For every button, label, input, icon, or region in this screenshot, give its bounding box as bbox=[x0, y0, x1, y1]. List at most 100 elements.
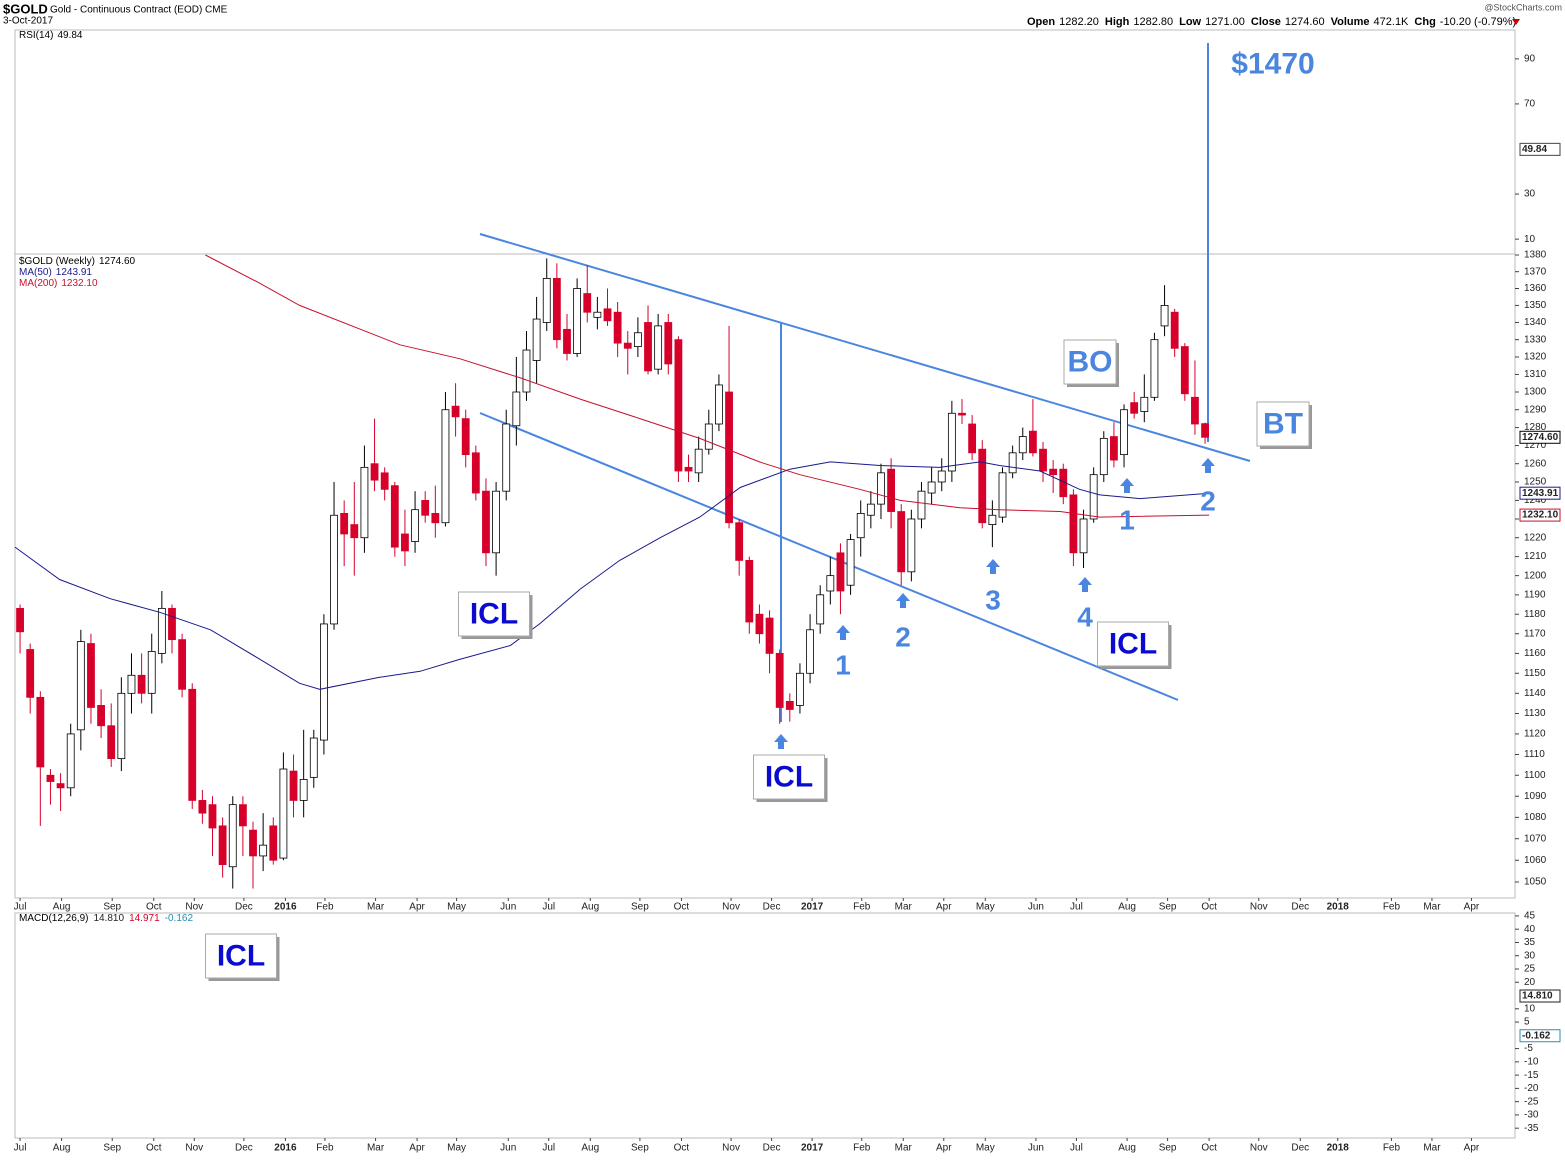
annotation-box bbox=[1063, 339, 1117, 385]
candle-body bbox=[46, 774, 55, 782]
y-tick-label: 1140 bbox=[1524, 688, 1546, 699]
candle-body bbox=[208, 804, 217, 829]
legend-value: 14.810 bbox=[93, 913, 124, 924]
x-tick-label: Aug bbox=[1118, 1143, 1136, 1154]
legend-name: MA(50) bbox=[19, 267, 52, 278]
header: $GOLD Gold - Continuous Contract (EOD) C… bbox=[3, 1, 1562, 27]
quote-label: Close bbox=[1251, 16, 1281, 28]
candle-body bbox=[796, 672, 804, 706]
x-tick-label: Sep bbox=[103, 1143, 121, 1154]
ma-value-label-box bbox=[1519, 486, 1561, 500]
x-tick-label: May bbox=[447, 1143, 466, 1154]
candle-body bbox=[765, 617, 774, 654]
candle-body bbox=[1130, 402, 1139, 414]
candle-body bbox=[1140, 396, 1149, 412]
candle-body bbox=[299, 779, 308, 801]
quote: Open 1282.20 High 1282.80 Low 1271.00 Close 127… bbox=[1027, 16, 1516, 28]
candle-body bbox=[684, 466, 693, 472]
x-tick-label: Dec bbox=[763, 902, 781, 913]
value-label-box bbox=[1519, 989, 1561, 1003]
annotation: 2 bbox=[1200, 486, 1216, 517]
y-tick-label: 1280 bbox=[1524, 422, 1547, 433]
x-tick-label: Apr bbox=[936, 1143, 952, 1154]
candle-body bbox=[846, 539, 855, 586]
x-tick-label: Aug bbox=[53, 902, 71, 913]
x-tick-label: Jun bbox=[500, 1143, 516, 1154]
x-tick-label: Aug bbox=[581, 902, 599, 913]
quote-label: High bbox=[1105, 16, 1130, 28]
candle-body bbox=[16, 607, 24, 633]
candle-body bbox=[1018, 436, 1027, 454]
candle-body bbox=[978, 448, 987, 524]
y-tick-label: 25 bbox=[1524, 964, 1536, 975]
candle-body bbox=[897, 511, 906, 573]
y-tick-label: 1240 bbox=[1524, 495, 1547, 506]
candle-body bbox=[1089, 474, 1098, 520]
candle-body bbox=[168, 607, 176, 641]
candle-body bbox=[664, 322, 673, 365]
quote-label: Low bbox=[1179, 16, 1201, 28]
x-tick-label: 2017 bbox=[801, 902, 824, 913]
candle-body bbox=[836, 552, 845, 592]
x-tick-label: Jun bbox=[500, 902, 516, 913]
y-tick-label: 5 bbox=[1524, 1017, 1530, 1028]
candle-body bbox=[917, 490, 926, 520]
candle-body bbox=[654, 325, 663, 370]
arrow bbox=[1078, 577, 1092, 592]
x-tick-label: Sep bbox=[631, 902, 649, 913]
y-tick-label: 10 bbox=[1524, 1003, 1536, 1014]
candle-body bbox=[927, 481, 936, 494]
candle-body bbox=[309, 737, 318, 778]
annotation-box bbox=[753, 754, 825, 800]
candle-body bbox=[1120, 409, 1128, 456]
candle-body bbox=[482, 490, 490, 554]
x-tick-label: Feb bbox=[316, 902, 334, 913]
x-tick-label: Dec bbox=[763, 1143, 781, 1154]
candle-body bbox=[603, 308, 612, 322]
candle-body bbox=[725, 391, 733, 524]
candle-body bbox=[147, 651, 156, 694]
candle-body bbox=[451, 405, 460, 418]
candle-body bbox=[745, 559, 754, 623]
legend: MA(50) 1243.91 bbox=[19, 267, 92, 278]
annotation: 1 bbox=[835, 650, 851, 681]
y-tick-label: 1300 bbox=[1524, 387, 1547, 398]
candle-body bbox=[937, 470, 946, 483]
x-tick-label: Oct bbox=[1201, 1143, 1217, 1154]
y-tick-label: 1220 bbox=[1524, 532, 1547, 543]
candle-body bbox=[1069, 494, 1078, 554]
y-tick-label: 1170 bbox=[1524, 628, 1546, 639]
candle-body bbox=[694, 448, 703, 474]
candle-body bbox=[988, 514, 997, 525]
candle-body bbox=[360, 466, 369, 539]
x-tick-label: 2017 bbox=[801, 1143, 824, 1154]
panel-frames bbox=[14, 29, 1516, 1139]
candle-body bbox=[704, 423, 713, 450]
candle-body bbox=[370, 463, 379, 481]
legend-value: -0.162 bbox=[165, 913, 194, 924]
x-tick-label: Apr bbox=[1464, 902, 1480, 913]
y-tick-label: 1260 bbox=[1524, 458, 1547, 469]
y-tick-label: 1320 bbox=[1524, 352, 1547, 363]
x-tick-label: Oct bbox=[1201, 902, 1217, 913]
value-label: 49.84 bbox=[1522, 144, 1547, 155]
quote-value: 1271.00 bbox=[1205, 16, 1245, 28]
candle-body bbox=[968, 423, 977, 454]
x-tick-label: Jul bbox=[542, 1143, 555, 1154]
x-tick-label: Mar bbox=[367, 1143, 385, 1154]
y-tick-label: 1210 bbox=[1524, 551, 1547, 562]
annotation: 3 bbox=[985, 585, 1001, 616]
candle-body bbox=[228, 804, 237, 868]
candle-body bbox=[340, 513, 349, 535]
candle-body bbox=[522, 349, 531, 393]
candle-body bbox=[1180, 346, 1189, 395]
x-tick-label: Mar bbox=[895, 902, 913, 913]
annotation-box bbox=[458, 591, 530, 637]
x-tick-label: Jun bbox=[1028, 1143, 1044, 1154]
candle-body bbox=[269, 825, 278, 861]
x-tick-label: Mar bbox=[1423, 1143, 1441, 1154]
x-tick-label: Nov bbox=[185, 902, 203, 913]
x-tick-label: Sep bbox=[1159, 902, 1177, 913]
